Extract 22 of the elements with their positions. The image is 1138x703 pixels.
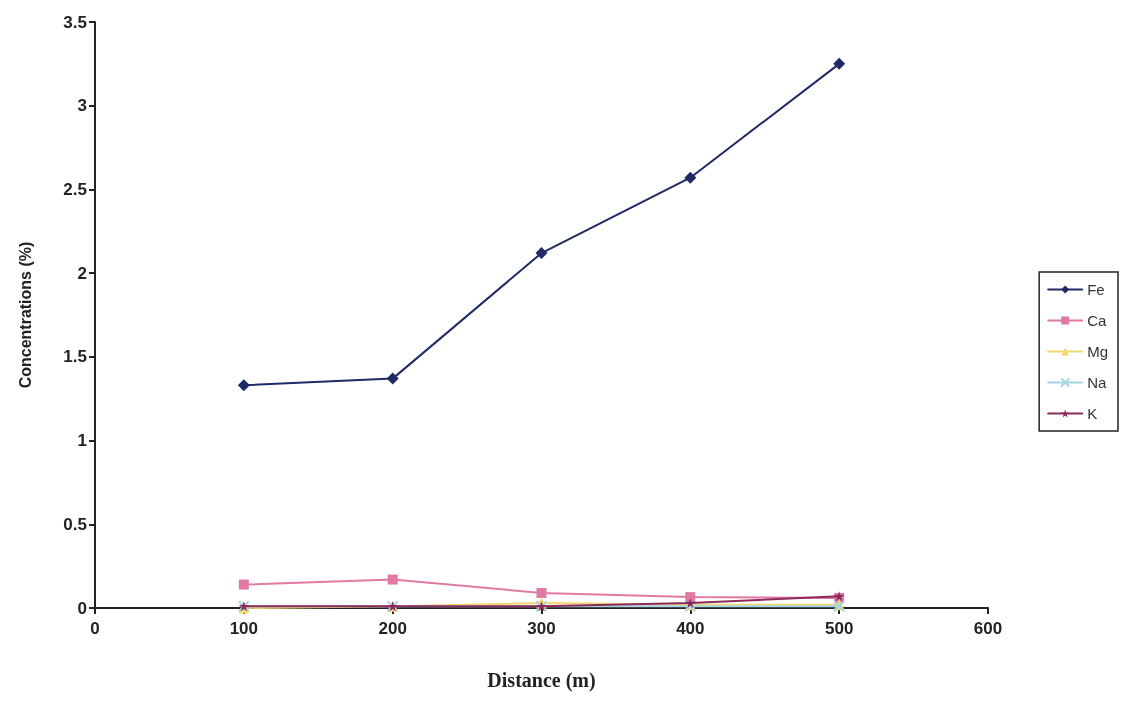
y-tick-label: 1.5 — [63, 347, 87, 367]
x-tick-label: 400 — [676, 619, 705, 638]
legend-label: Fe — [1087, 281, 1105, 298]
legend-label: Na — [1087, 374, 1107, 391]
x-tick-label: 100 — [229, 619, 259, 638]
x-axis-title: Distance (m) — [487, 669, 596, 692]
legend-label: Ca — [1087, 312, 1107, 329]
y-tick-label: 0 — [77, 598, 87, 618]
x-tick-label: 500 — [824, 619, 854, 638]
legend-label: K — [1087, 405, 1098, 422]
y-tick-label: 3 — [77, 96, 87, 116]
x-tick-label: 200 — [378, 619, 407, 638]
y-tick-label: 1 — [77, 431, 87, 451]
x-tick-label: 600 — [973, 619, 1003, 638]
y-tick-label: 3.5 — [63, 12, 87, 32]
x-tick-label: 300 — [527, 619, 556, 638]
y-tick-label: 2.5 — [63, 179, 87, 199]
x-tick-label: 0 — [90, 619, 100, 638]
y-tick-label: 2 — [77, 263, 87, 283]
y-tick-label: 0.5 — [63, 514, 87, 534]
y-axis-title: Concentrations (%) — [16, 241, 34, 389]
legend-label: Mg — [1087, 343, 1109, 360]
